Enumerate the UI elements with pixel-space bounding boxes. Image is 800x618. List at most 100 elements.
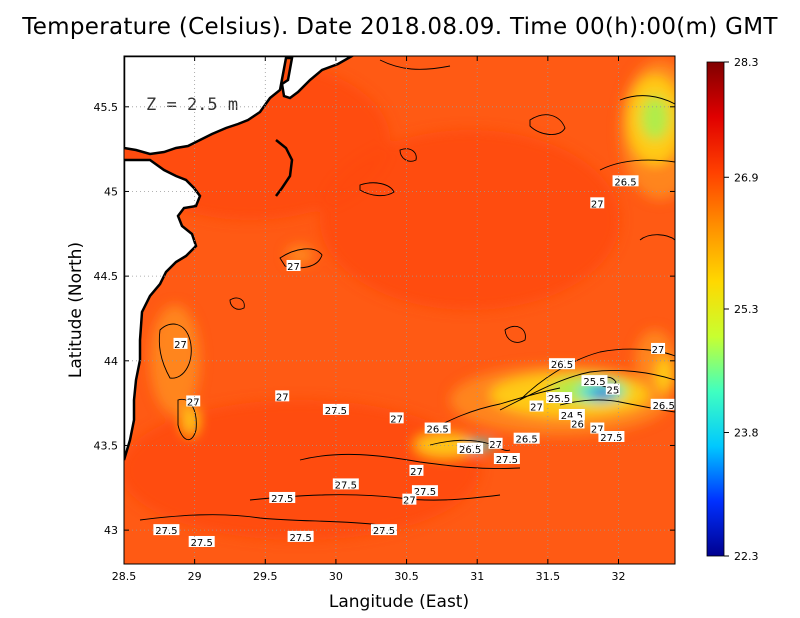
colorbar-tick-label: 23.8	[734, 427, 759, 440]
contour-label-box	[548, 358, 575, 370]
x-tick-label: 30.5	[394, 570, 419, 583]
x-tick-label: 29	[188, 570, 202, 583]
shading-cool	[150, 305, 200, 415]
contour-label: 26.5	[459, 445, 481, 456]
x-tick-label: 28.5	[112, 570, 137, 583]
contour-label: 26.5	[427, 425, 449, 436]
contour-label: 27	[403, 496, 416, 507]
contour-label: 27.5	[414, 487, 436, 498]
y-tick-label: 45	[104, 185, 118, 198]
contour-label: 27	[390, 414, 403, 425]
contour-label: 27	[591, 425, 604, 436]
y-tick-label: 43	[104, 524, 118, 537]
contour-label: 25.5	[583, 377, 605, 388]
x-tick-label: 31	[470, 570, 484, 583]
contour-line	[599, 159, 675, 171]
contour-line	[139, 514, 381, 526]
contour-label-box	[370, 524, 397, 536]
contour-line	[529, 114, 566, 135]
contour-label: 27.5	[289, 533, 311, 544]
contour-label-box	[590, 197, 605, 209]
contour-line	[619, 95, 675, 105]
x-tick-label: 29.5	[253, 570, 278, 583]
contour-label-box	[558, 408, 585, 420]
x-axis-label: Langitude (East)	[329, 592, 469, 612]
y-tick-label: 44	[104, 355, 118, 368]
shading-green	[641, 96, 669, 140]
contour-label: 27.5	[191, 538, 213, 549]
shading-yellow	[182, 405, 198, 435]
y-axis-label: Latitude (North)	[66, 242, 86, 378]
contour-label: 27	[410, 467, 423, 478]
contour-label: 25	[606, 386, 619, 397]
contour-label: 27	[652, 345, 665, 356]
chart-title: Temperature (Celsius). Date 2018.08.09. …	[22, 14, 778, 40]
contour-label-box	[322, 403, 349, 415]
contour-label-box	[513, 432, 540, 444]
contour-label: 25.5	[548, 394, 570, 405]
contour-line	[229, 297, 245, 310]
contour-label: 27.5	[373, 526, 395, 537]
contour-label-box	[389, 412, 404, 424]
contour-label-box	[590, 422, 605, 434]
contour-label: 26.5	[614, 177, 636, 188]
shading-warm	[320, 130, 620, 310]
contour-line	[504, 326, 526, 343]
contour-line	[158, 323, 192, 379]
y-tick-label: 43.5	[94, 439, 119, 452]
contour-label: 27	[287, 262, 300, 273]
contour-label-box	[424, 422, 451, 434]
colorbar-tick-label: 25.3	[734, 303, 759, 316]
grid-lines	[124, 56, 675, 564]
contour-label-box	[275, 390, 290, 402]
colorbar	[706, 61, 725, 557]
y-tick-label: 44.5	[94, 270, 119, 283]
contour-label: 27	[591, 199, 604, 210]
contour-label: 24.5	[561, 411, 583, 422]
contour-label-box	[173, 337, 188, 349]
contour-label: 27	[276, 392, 289, 403]
contour-label-box	[402, 493, 417, 505]
contour-label-box	[546, 392, 573, 404]
colorbar-tick-label: 22.3	[734, 550, 759, 563]
contour-label-box	[286, 259, 301, 271]
depth-annotation: Z = 2.5 m	[146, 95, 238, 115]
colorbar-tick-label: 28.3	[734, 56, 759, 69]
x-tick-label: 30	[329, 570, 343, 583]
contour-label-box	[605, 383, 620, 395]
contour-line	[639, 234, 675, 241]
contour-label-box	[651, 342, 666, 354]
colorbar-ticks: 28.3 26.9 25.3 23.8 22.3	[724, 56, 759, 563]
contour-label: 26.5	[551, 360, 573, 371]
colorbar-tick-label: 26.9	[734, 171, 759, 184]
contour-label-box	[411, 485, 438, 497]
contour-label-box	[598, 431, 625, 442]
contour-label: 26.5	[516, 435, 538, 446]
contour-label: 27.5	[325, 406, 347, 417]
contour-label-box	[188, 535, 215, 547]
contour-label-box	[153, 524, 180, 536]
coastline-detail	[275, 139, 294, 197]
contour-label: 27.5	[271, 494, 293, 505]
contour-label-box	[332, 478, 359, 490]
contour-line	[379, 59, 451, 70]
contour-label-box	[570, 417, 585, 429]
contour-line	[429, 387, 561, 431]
contour-label: 27.5	[155, 526, 177, 537]
contour-label: 26	[571, 419, 584, 430]
contour-label: 26.5	[653, 401, 675, 412]
contour-line	[299, 453, 521, 469]
x-axis-ticks: 28.5 29 29.5 30 30.5 31 31.5 32	[112, 56, 625, 583]
contour-label: 27	[174, 340, 187, 351]
contour-label: 27	[530, 403, 543, 414]
contour-label: 27.5	[496, 455, 518, 466]
contour-label-box	[581, 375, 608, 387]
contour-label-box	[287, 530, 314, 542]
y-tick-label: 45.5	[94, 101, 119, 114]
x-tick-label: 31.5	[536, 570, 561, 583]
contour-label: 27.5	[600, 433, 622, 444]
contour-label-box	[612, 175, 639, 187]
